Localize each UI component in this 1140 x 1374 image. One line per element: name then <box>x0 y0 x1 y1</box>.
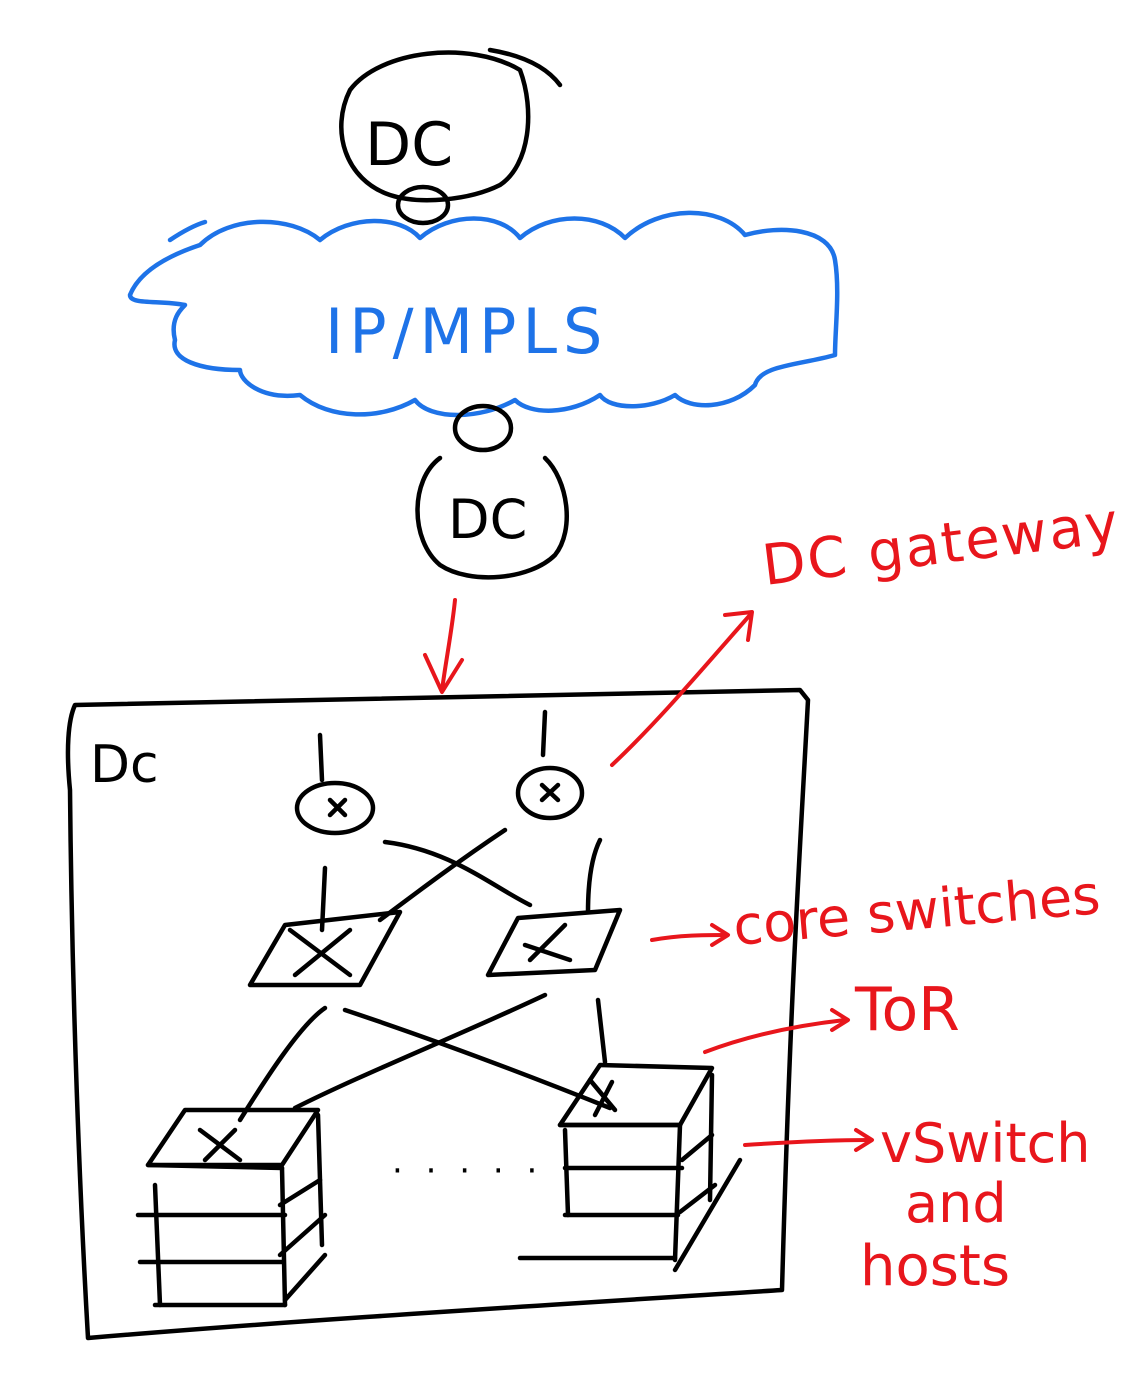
ip-mpls-cloud: IP/MPLS <box>127 210 840 418</box>
hosts-label: hosts <box>860 1234 1010 1299</box>
router-core-links <box>319 827 603 933</box>
gateway-annotation-arrow <box>610 610 754 767</box>
vswitch-and-label: and <box>905 1172 1007 1235</box>
core-tor-links <box>237 992 613 1123</box>
rack-ellipsis: · · · · · <box>392 1151 543 1191</box>
tor-annotation-arrow <box>703 1008 850 1054</box>
gateway-router-right <box>515 709 585 821</box>
core-switch-left <box>247 909 403 988</box>
top-dc-connector <box>395 184 451 226</box>
tor-rack-right <box>517 1062 743 1273</box>
mid-dc-node: DC <box>415 403 569 580</box>
core-annotation-arrow <box>650 923 730 947</box>
arrow-into-dc <box>423 598 464 694</box>
top-dc-node: DC <box>339 47 563 226</box>
tor-rack-left <box>135 1107 328 1308</box>
top-dc-label: DC <box>365 110 453 180</box>
gateway-router-left <box>294 732 376 836</box>
gateway-label: DC gateway <box>759 491 1124 599</box>
dc-box: Dc <box>65 687 811 1341</box>
box-dc-label: Dc <box>90 735 159 795</box>
vswitch-label: vSwitch <box>880 1112 1091 1175</box>
vswitch-annotation-arrow <box>743 1128 874 1152</box>
tor-label: ToR <box>854 975 960 1045</box>
core-switch-right <box>485 907 623 978</box>
cloud-label: IP/MPLS <box>325 295 608 368</box>
core-switches-label: core switches <box>731 863 1103 958</box>
mid-dc-label: DC <box>448 488 527 551</box>
mid-dc-connector <box>452 403 514 453</box>
